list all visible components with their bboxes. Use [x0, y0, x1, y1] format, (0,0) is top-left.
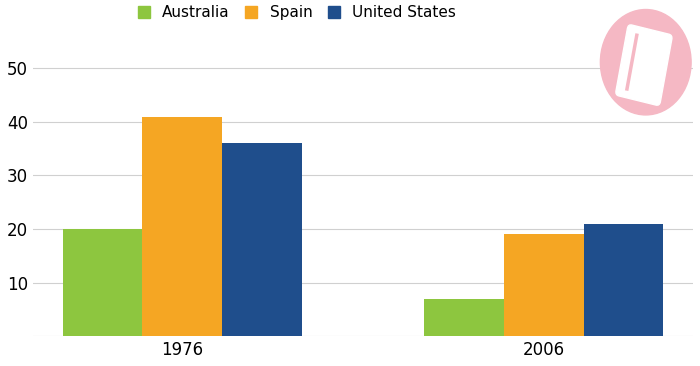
Bar	[143, 117, 222, 336]
Bar	[424, 299, 504, 336]
Legend: Australia, Spain, United States: Australia, Spain, United States	[138, 5, 456, 20]
Circle shape	[601, 10, 691, 115]
Bar	[504, 234, 584, 336]
Bar	[584, 224, 663, 336]
FancyBboxPatch shape	[616, 25, 672, 105]
Bar	[63, 229, 143, 336]
Bar	[222, 143, 302, 336]
